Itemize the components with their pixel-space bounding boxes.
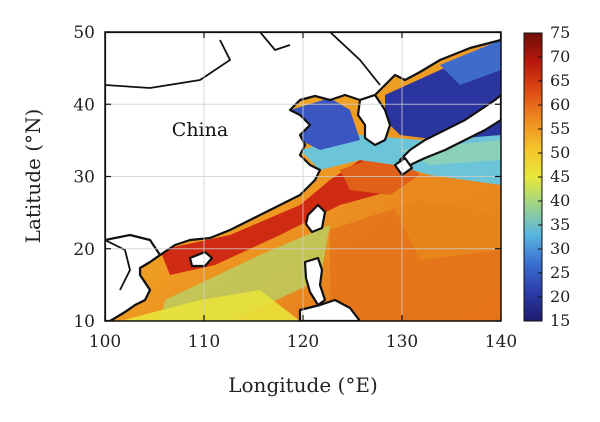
x-tick-label: 140 [485,332,517,352]
colorbar-tick-label: 65 [550,71,570,90]
y-tick-label: 10 [73,312,95,332]
x-axis-ticks: 100 110 120 130 140 [89,32,517,352]
colorbar-tick-label: 45 [550,167,570,186]
x-tick-label: 130 [386,332,418,352]
x-tick-label: 100 [89,332,121,352]
colorbar-tick-label: 55 [550,119,570,138]
map-plot-area [105,32,501,321]
colorbar-tick-label: 60 [550,95,570,114]
colorbar-tick-label: 75 [550,23,570,42]
y-tick-label: 40 [73,95,95,115]
y-axis-title: Latitude (°N) [21,109,45,244]
colorbar-tick-label: 50 [550,143,570,162]
internal-borders [105,32,381,291]
colorbar-tick-label: 15 [550,311,570,330]
land-philippines-south [298,298,362,321]
land-korean-peninsula [356,93,392,147]
colorbar-tick-label: 35 [550,215,570,234]
land-taiwan [304,203,327,234]
land-luzon [303,256,327,307]
colorbar-tick-label: 20 [550,287,570,306]
colorbar-tick-label: 40 [550,191,570,210]
colorbar-tick-label: 25 [550,263,570,282]
y-tick-label: 30 [73,168,95,188]
place-label-china: China [172,119,228,141]
colorbar-ticks: 15 20 25 30 35 40 45 50 55 60 65 70 75 [538,23,570,330]
x-tick-label: 120 [287,332,319,352]
y-tick-label: 20 [73,240,95,260]
land-hainan [188,250,214,268]
x-axis-title: Longitude (°E) [228,373,378,397]
y-axis-ticks: 10 20 30 40 50 [73,23,501,332]
colorbar-tick-label: 30 [550,239,570,258]
y-tick-label: 50 [73,23,95,43]
map-grid [105,32,501,321]
x-tick-label: 110 [188,332,220,352]
land-japan [398,93,501,167]
land-indochina [105,233,162,321]
colorbar-tick-label: 70 [550,47,570,66]
